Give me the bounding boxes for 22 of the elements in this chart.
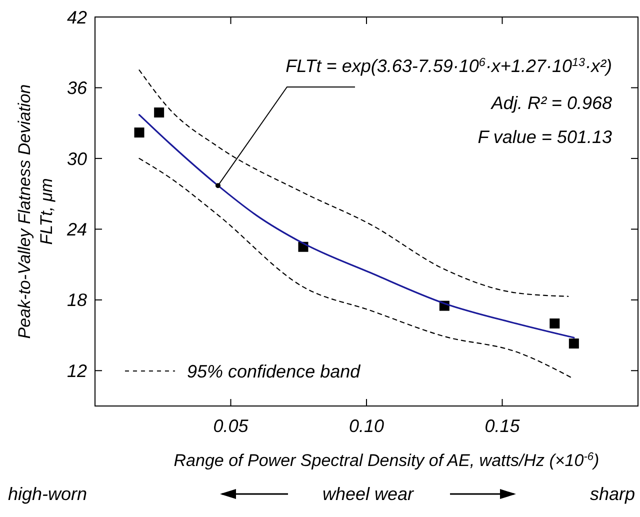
text: sharp xyxy=(590,484,635,504)
legend-label: 95% confidence band xyxy=(187,361,362,382)
point xyxy=(550,318,560,328)
annotation: Adj. R² = 0.968 xyxy=(490,93,612,113)
x-tick-label: 0.05 xyxy=(213,416,250,436)
y-tick-label: 42 xyxy=(66,7,87,28)
x-tick-label: 0.15 xyxy=(484,416,521,436)
y-axis-title: Peak-to-Valley Flatness Deviation FLTt, μm xyxy=(15,84,56,339)
y-tick-label: 30 xyxy=(66,148,87,169)
text: high-worn xyxy=(8,484,88,504)
point xyxy=(134,128,144,138)
text: wheel wear xyxy=(322,484,415,504)
point xyxy=(154,107,164,118)
point xyxy=(568,338,579,349)
y-tick-label: 24 xyxy=(66,219,87,240)
y-tick-label: 12 xyxy=(66,360,87,381)
y-tick-label: 18 xyxy=(66,290,87,310)
x-axis-title: Range of Power Spectral Density of AE, watts/Hz (×10$^{-6}$) xyxy=(174,451,600,470)
annotation: F value = 501.13 xyxy=(478,127,612,147)
y-tick-label: 36 xyxy=(66,78,88,98)
x-tick-label: 0.10 xyxy=(348,416,384,436)
annotation: FLTt = exp(3.63-7.59·10$^{6}$·x+1.27·10$^{13}$·x²) xyxy=(286,56,612,76)
